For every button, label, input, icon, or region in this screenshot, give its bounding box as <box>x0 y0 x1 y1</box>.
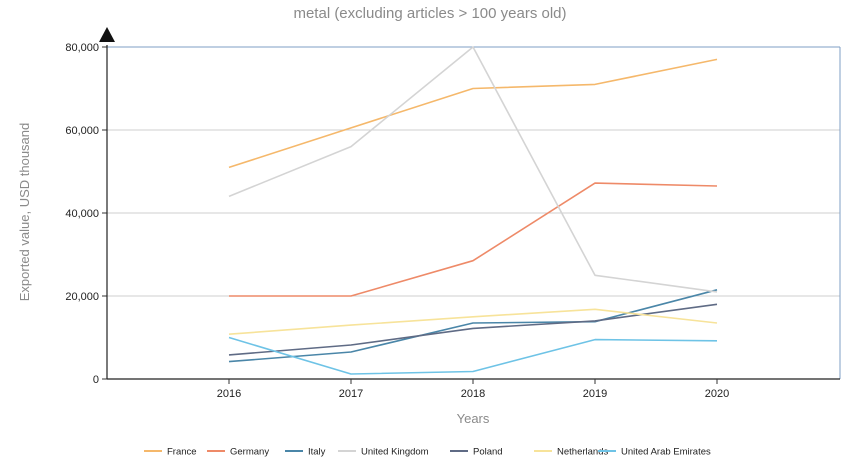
chart-title: metal (excluding articles > 100 years ol… <box>293 5 566 22</box>
y-tick-label: 60,000 <box>65 125 99 137</box>
y-tick-label: 80,000 <box>65 42 99 54</box>
x-tick-label: 2020 <box>705 388 729 400</box>
series-line-france <box>228 58 718 169</box>
series-line-poland <box>228 303 718 356</box>
series-lines <box>228 46 718 375</box>
y-tick-label: 0 <box>93 374 99 386</box>
axes <box>99 27 841 384</box>
legend-label-united-kingdom: United Kingdom <box>361 447 429 458</box>
legend-label-netherlands: Netherlands <box>557 447 608 458</box>
y-axis-title: Exported value, USD thousand <box>17 123 32 302</box>
series-line-italy <box>228 289 718 363</box>
x-tick-label: 2019 <box>583 388 607 400</box>
gridlines <box>107 46 840 297</box>
x-tick-label: 2017 <box>339 388 363 400</box>
legend-label-italy: Italy <box>308 447 326 458</box>
tick-labels: 0 20,000 40,000 60,000 80,000 2016 2017 2018 201… <box>65 42 729 400</box>
legend-label-poland: Poland <box>473 447 503 458</box>
legend-label-germany: Germany <box>230 447 269 458</box>
legend: France Germany Italy United Kingdom Poland Ne… <box>144 447 711 458</box>
legend-label-united-arab-emirates: United Arab Emirates <box>621 447 711 458</box>
y-axis-arrow-icon <box>99 27 115 42</box>
series-line-united-kingdom <box>228 46 718 293</box>
series-line-united-arab-emirates <box>228 336 718 375</box>
y-tick-label: 40,000 <box>65 208 99 220</box>
y-tick-label: 20,000 <box>65 291 99 303</box>
x-tick-label: 2016 <box>217 388 241 400</box>
legend-label-france: France <box>167 447 197 458</box>
series-line-germany <box>229 182 718 297</box>
series-line-netherlands <box>228 308 718 335</box>
x-axis-title: Years <box>457 411 490 426</box>
x-tick-label: 2018 <box>461 388 485 400</box>
